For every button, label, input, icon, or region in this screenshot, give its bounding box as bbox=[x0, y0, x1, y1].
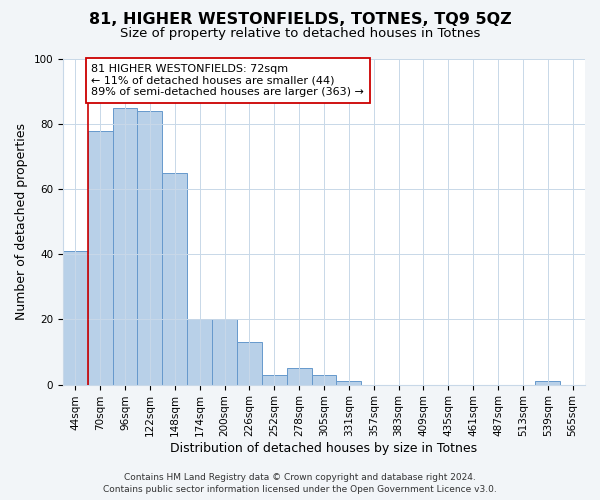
Bar bbox=[137, 111, 163, 384]
Bar bbox=[262, 375, 287, 384]
Text: Contains HM Land Registry data © Crown copyright and database right 2024.
Contai: Contains HM Land Registry data © Crown c… bbox=[103, 472, 497, 494]
Text: Size of property relative to detached houses in Totnes: Size of property relative to detached ho… bbox=[120, 28, 480, 40]
Bar bbox=[63, 251, 88, 384]
Bar bbox=[113, 108, 137, 384]
Bar bbox=[212, 320, 237, 384]
Text: 81, HIGHER WESTONFIELDS, TOTNES, TQ9 5QZ: 81, HIGHER WESTONFIELDS, TOTNES, TQ9 5QZ bbox=[89, 12, 511, 28]
Y-axis label: Number of detached properties: Number of detached properties bbox=[15, 124, 28, 320]
Bar bbox=[287, 368, 311, 384]
Text: 81 HIGHER WESTONFIELDS: 72sqm
← 11% of detached houses are smaller (44)
89% of s: 81 HIGHER WESTONFIELDS: 72sqm ← 11% of d… bbox=[91, 64, 364, 97]
Bar bbox=[311, 375, 337, 384]
Bar bbox=[337, 382, 361, 384]
Bar bbox=[88, 130, 113, 384]
Bar bbox=[237, 342, 262, 384]
Bar bbox=[163, 173, 187, 384]
Bar bbox=[535, 382, 560, 384]
Bar bbox=[187, 320, 212, 384]
X-axis label: Distribution of detached houses by size in Totnes: Distribution of detached houses by size … bbox=[170, 442, 478, 455]
